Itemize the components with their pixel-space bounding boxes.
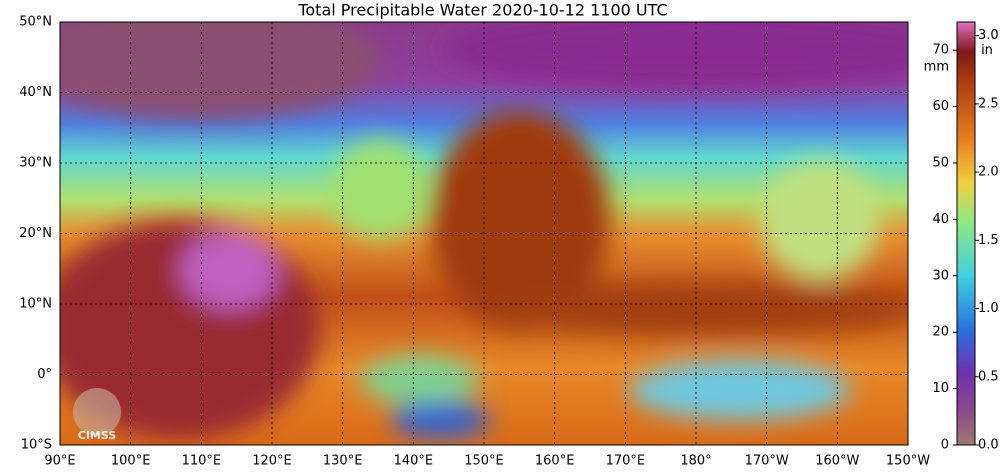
x-tick-label: 170°W [745,454,789,469]
mm-tick-label: 20 [932,325,949,340]
x-tick-label: 150°E [464,454,504,469]
x-tick-label: 100°E [111,454,151,469]
in-tick-label: 0.5 [978,369,999,384]
in-tick-label: 0.0 [978,438,999,453]
in-tick-label: 1.0 [978,301,999,316]
y-tick-label: 10°N [19,297,52,312]
in-tick-label: 2.0 [978,165,999,180]
colorbar [956,21,976,446]
x-tick-label: 160°W [815,454,859,469]
mm-unit-label: mm [924,60,949,75]
in-tick-label: 3.0 [978,28,999,43]
mm-tick-label: 40 [932,212,949,227]
logo-emblem [73,388,121,436]
x-tick-label: 140°E [394,454,434,469]
x-tick-label: 90°E [44,454,75,469]
x-tick-label: 150°W [886,454,930,469]
mm-tick-label: 10 [932,381,949,396]
map-title: Total Precipitable Water 2020-10-12 1100… [297,1,667,20]
precipitable-water-image [60,22,908,445]
mm-tick-label: 60 [932,99,949,114]
mm-tick-label: 0 [941,438,949,453]
in-unit-label: in [981,43,993,58]
y-tick-label: 20°N [19,226,52,241]
x-tick-label: 180° [680,454,711,469]
x-tick-label: 170°E [606,454,646,469]
mm-tick-label: 70 [932,43,949,58]
x-tick-label: 130°E [323,454,363,469]
x-tick-label: 160°E [535,454,575,469]
y-tick-label: 40°N [19,85,52,100]
mm-tick-label: 30 [932,268,949,283]
x-tick-label: 110°E [182,454,222,469]
in-tick-label: 2.5 [978,96,999,111]
in-tick-label: 1.5 [978,233,999,248]
mm-tick-label: 50 [932,156,949,171]
y-tick-label: 10°S [21,438,52,453]
logo: CIMSS [78,429,117,442]
y-tick-label: 50°N [19,15,52,30]
x-tick-label: 120°E [252,454,292,469]
y-tick-label: 30°N [19,156,52,171]
y-tick-label: 0° [37,367,52,382]
